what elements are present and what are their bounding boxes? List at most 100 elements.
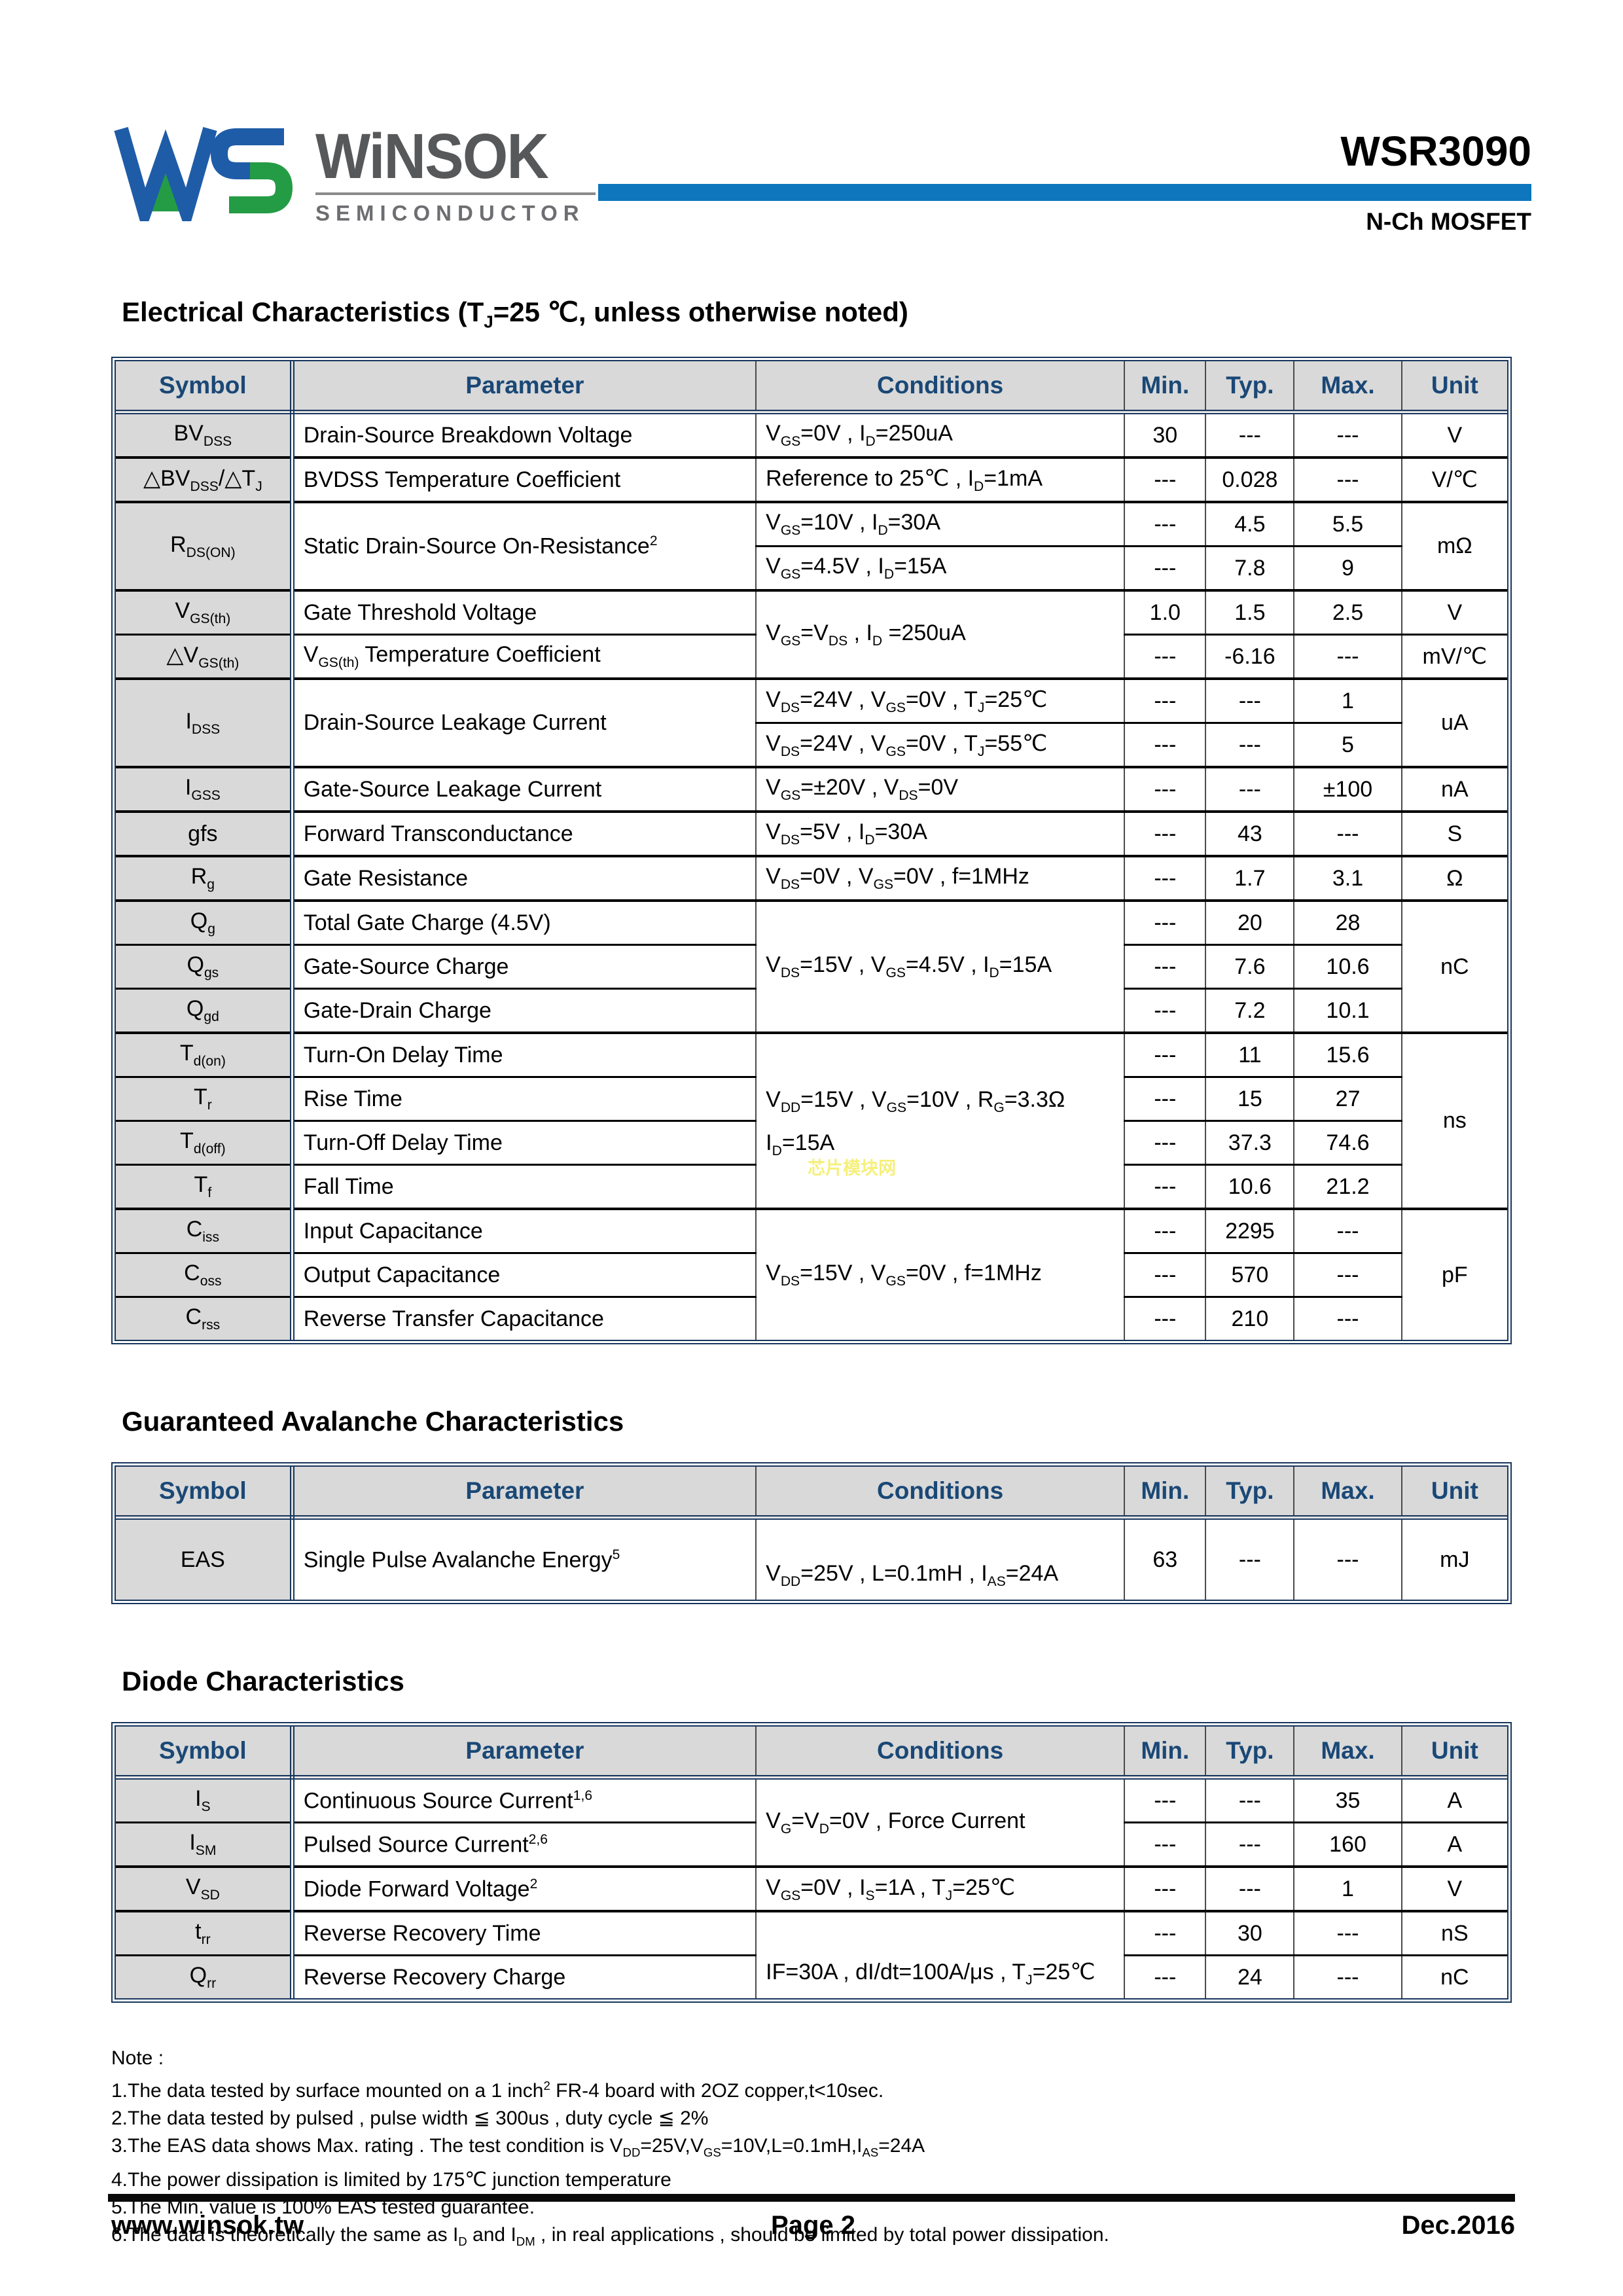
- num-cell: ---: [1293, 810, 1402, 857]
- sym-cell: trr: [116, 1910, 294, 1956]
- par-cell: Gate-Source Charge: [291, 944, 757, 989]
- num-cell: 37.3: [1205, 1120, 1294, 1165]
- sym-cell: ISM: [116, 1821, 294, 1867]
- num-cell: 21.2: [1293, 1164, 1402, 1210]
- table-row: VGS=4.5V , ID=15A --- 7.8 9: [116, 545, 1507, 591]
- num-cell: ---: [1124, 1910, 1206, 1956]
- unit-cell: Ω: [1400, 855, 1507, 901]
- num-cell: ---: [1124, 855, 1206, 901]
- num-cell: ---: [1205, 1777, 1294, 1823]
- num-cell: ---: [1293, 1252, 1402, 1297]
- table-row: EAS Single Pulse Avalanche Energy5 VDD=25V…: [116, 1517, 1507, 1600]
- table-row: VGS(th) Gate Threshold Voltage VGS=VDS , I…: [116, 589, 1507, 679]
- unit-cell: mΩ: [1400, 501, 1507, 591]
- num-cell: 210: [1205, 1296, 1294, 1340]
- unit-cell: V: [1400, 589, 1507, 635]
- sym-cell: BVDSS: [116, 412, 294, 458]
- num-cell: ---: [1293, 634, 1402, 679]
- par-cell: Gate-Drain Charge: [291, 988, 757, 1033]
- num-cell: 7.6: [1205, 944, 1294, 989]
- num-cell: ---: [1124, 944, 1206, 989]
- num-cell: -6.16: [1205, 634, 1294, 679]
- page-footer: www.winsok.tw Page 2 Dec.2016: [111, 2211, 1515, 2240]
- num-cell: ---: [1205, 677, 1294, 723]
- num-cell: ---: [1124, 1296, 1206, 1340]
- unit-cell: nA: [1400, 766, 1507, 812]
- par-cell: Diode Forward Voltage2: [291, 1865, 757, 1912]
- num-cell: 9: [1293, 545, 1402, 591]
- par-cell: Reverse Transfer Capacitance: [291, 1296, 757, 1340]
- unit-cell: A: [1400, 1821, 1507, 1867]
- num-cell: 5.5: [1293, 501, 1402, 547]
- table-row: ISM Pulsed Source Current2,6 --- --- 160 A: [116, 1821, 1507, 1867]
- cond-cell: VGS=VDS , ID =250uA: [755, 589, 1125, 679]
- num-cell: 28: [1293, 899, 1402, 945]
- num-cell: ---: [1124, 1252, 1206, 1297]
- brand-underline: [315, 192, 596, 195]
- num-cell: ---: [1124, 1076, 1206, 1121]
- unit-cell: mV/℃: [1400, 634, 1507, 679]
- logo-s-bottom: [229, 162, 293, 213]
- unit-cell: ns: [1400, 1031, 1507, 1210]
- table-row: Tf Fall Time --- 10.6 21.2: [116, 1164, 1507, 1210]
- num-cell: 5: [1293, 722, 1402, 768]
- unit-cell: V: [1400, 412, 1507, 458]
- logo-w-shape: [114, 126, 217, 221]
- num-cell: ---: [1293, 456, 1402, 503]
- unit-cell: V/℃: [1400, 456, 1507, 503]
- num-cell: 1: [1293, 677, 1402, 723]
- cond-cell: VDS=24V , VGS=0V , TJ=25℃: [755, 677, 1125, 723]
- electrical-table-wrap: Symbol Parameter Conditions Min. Typ. Max. Uni…: [111, 357, 1512, 1345]
- col-header: Typ.: [1205, 361, 1294, 415]
- part-number: WSR3090: [1340, 128, 1531, 175]
- num-cell: ---: [1124, 1954, 1206, 1999]
- table-row: Crss Reverse Transfer Capacitance --- 210 --…: [116, 1296, 1507, 1340]
- num-cell: ---: [1124, 722, 1206, 768]
- col-header: Unit: [1400, 1727, 1507, 1780]
- unit-cell: S: [1400, 810, 1507, 857]
- par-cell: Single Pulse Avalanche Energy5: [291, 1517, 757, 1600]
- table-row: Qrr Reverse Recovery Charge --- 24 --- nC: [116, 1954, 1507, 1999]
- num-cell: 1.7: [1205, 855, 1294, 901]
- col-header: Unit: [1400, 1467, 1507, 1520]
- num-cell: ---: [1293, 1208, 1402, 1253]
- num-cell: 15: [1205, 1076, 1294, 1121]
- num-cell: 74.6: [1293, 1120, 1402, 1165]
- unit-cell: nC: [1400, 899, 1507, 1033]
- sym-cell: Qg: [116, 899, 294, 945]
- sym-cell: Crss: [116, 1296, 294, 1340]
- table-row: △BVDSS/△TJ BVDSS Temperature Coefficient R…: [116, 456, 1507, 503]
- cond-cell: VDD=15V , VGS=10V , RG=3.3Ω ID=15A 芯片模块网: [755, 1031, 1125, 1210]
- sym-cell: Qrr: [116, 1954, 294, 1999]
- note-line: 2.The data tested by pulsed , pulse widt…: [111, 2108, 709, 2130]
- num-cell: ---: [1124, 634, 1206, 679]
- col-header: Min.: [1124, 361, 1206, 415]
- num-cell: ---: [1124, 988, 1206, 1033]
- brand-subtitle: SEMICONDUCTOR: [315, 201, 585, 225]
- par-cell: Rise Time: [291, 1076, 757, 1121]
- num-cell: ---: [1205, 766, 1294, 812]
- table-row: RDS(ON) Static Drain-Source On-Resistance…: [116, 501, 1507, 591]
- sym-cell: IDSS: [116, 677, 294, 768]
- num-cell: ---: [1124, 1031, 1206, 1077]
- num-cell: 10.6: [1293, 944, 1402, 989]
- par-cell: Turn-Off Delay Time: [291, 1120, 757, 1165]
- num-cell: ---: [1124, 677, 1206, 723]
- table-row: △VGS(th) VGS(th) Temperature Coefficient -…: [116, 634, 1507, 679]
- table-row: Ciss Input Capacitance VDS=15V , VGS=0V , …: [116, 1208, 1507, 1340]
- num-cell: ---: [1293, 1910, 1402, 1956]
- electrical-table: Symbol Parameter Conditions Min. Typ. Max. Uni…: [116, 361, 1507, 1340]
- num-cell: ---: [1124, 456, 1206, 503]
- col-header: Conditions: [755, 1727, 1125, 1780]
- table-row: IDSS Drain-Source Leakage Current VDS=24V …: [116, 677, 1507, 768]
- unit-cell: V: [1400, 1865, 1507, 1912]
- par-cell: Turn-On Delay Time: [291, 1031, 757, 1077]
- table-row: Qgd Gate-Drain Charge --- 7.2 10.1: [116, 988, 1507, 1033]
- table-row: Td(on) Turn-On Delay Time VDD=15V , VGS=10…: [116, 1031, 1507, 1210]
- cond-cell: VGS=±20V , VDS=0V: [755, 766, 1125, 812]
- sym-cell: IS: [116, 1777, 294, 1823]
- cond-cell: VGS=4.5V , ID=15A: [755, 545, 1125, 591]
- col-header: Unit: [1400, 361, 1507, 415]
- num-cell: 3.1: [1293, 855, 1402, 901]
